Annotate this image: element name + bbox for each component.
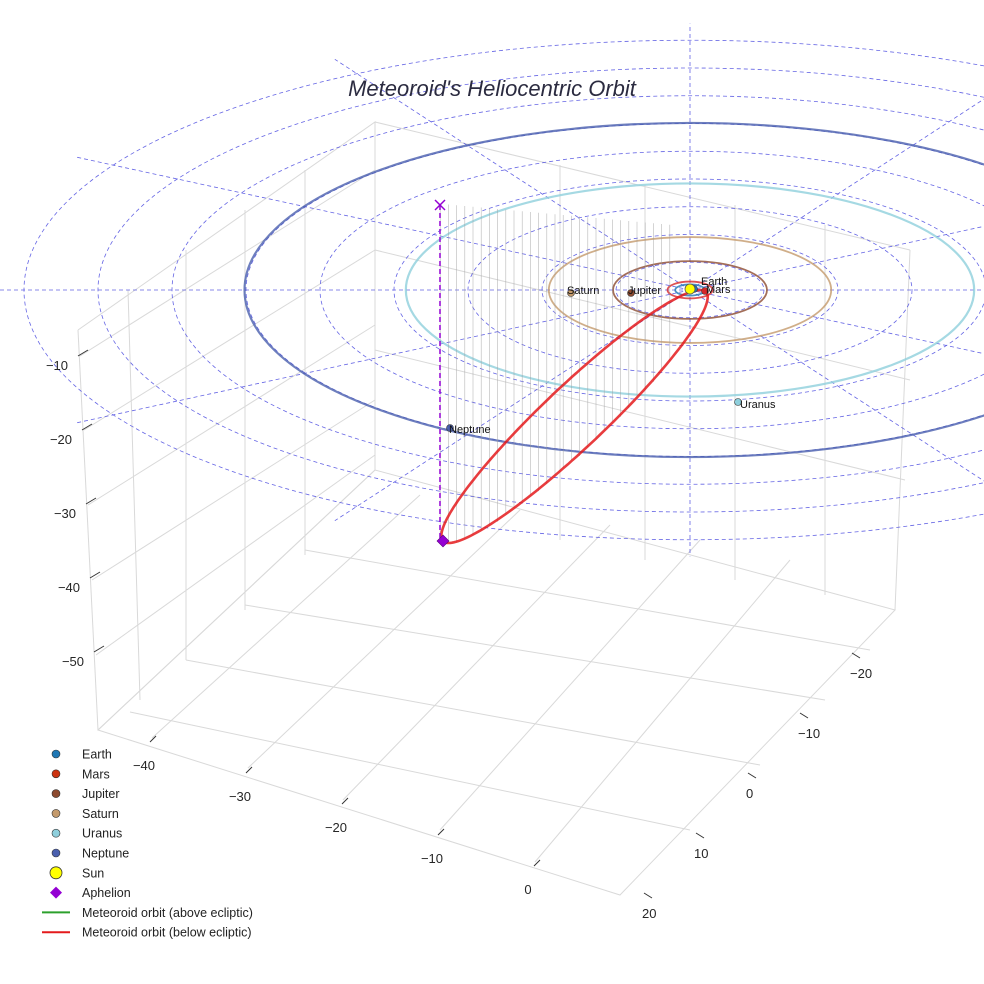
tick-mark — [89, 571, 101, 579]
planet-label-mars: Mars — [706, 284, 731, 296]
tick-label: −40 — [58, 580, 80, 595]
chart-title: Meteoroid's Heliocentric Orbit — [348, 76, 637, 101]
legend: Earth Mars Jupiter Saturn Uranus Neptune Sun Ap… — [42, 748, 253, 940]
axes-panes — [77, 121, 911, 896]
tick-label: −20 — [325, 820, 347, 835]
ecliptic-ring-25 — [319, 150, 984, 430]
tick-mark — [747, 772, 757, 779]
legend-label: Aphelion — [82, 886, 131, 900]
planet-mars — [701, 287, 709, 295]
ecliptic-radial-line — [74, 156, 691, 291]
tick-label: −40 — [133, 758, 155, 773]
tick-label: 0 — [524, 882, 531, 897]
legend-label: Mars — [82, 767, 110, 781]
planet-saturn — [567, 289, 575, 297]
legend-marker — [50, 886, 62, 899]
legend-marker — [51, 769, 61, 779]
meteoroid-drop-lines — [439, 203, 671, 543]
ecliptic-radial-line — [689, 289, 984, 355]
orbit-saturn — [547, 236, 833, 344]
legend-entry-9: Meteoroid orbit (above ecliptic) — [42, 906, 253, 920]
planet-uranus — [734, 398, 742, 406]
y-axis-ticks: −20 −10 0 10 20 — [642, 652, 872, 921]
legend-label: Uranus — [82, 827, 122, 841]
orbit-neptune — [243, 121, 984, 459]
tick-label: −20 — [850, 666, 872, 681]
tick-mark — [851, 652, 861, 659]
tick-mark — [149, 735, 157, 743]
legend-label: Earth — [82, 748, 112, 762]
legend-label: Meteoroid orbit (above ecliptic) — [82, 906, 253, 920]
tick-label: −10 — [421, 851, 443, 866]
legend-entry-3: Jupiter — [51, 787, 120, 801]
legend-label: Sun — [82, 866, 104, 880]
legend-entry-2: Mars — [51, 767, 110, 781]
aphelion-marker — [436, 534, 450, 548]
tick-mark — [799, 712, 809, 719]
tick-label: 10 — [694, 846, 708, 861]
tick-label: 0 — [746, 786, 753, 801]
legend-marker — [51, 789, 61, 798]
planet-label-jupiter: Jupiter — [628, 285, 661, 297]
tick-mark — [77, 349, 89, 357]
planet-label-saturn: Saturn — [567, 285, 599, 297]
tick-label: −30 — [54, 506, 76, 521]
planet-orbits — [243, 121, 984, 459]
ecliptic-grid — [0, 23, 984, 557]
legend-marker — [51, 828, 61, 838]
legend-marker — [49, 866, 63, 880]
legend-entry-6: Neptune — [51, 847, 129, 861]
orbit-mars — [666, 280, 714, 300]
tick-mark — [533, 859, 541, 867]
tick-mark — [81, 423, 93, 431]
legend-marker — [51, 749, 61, 759]
tick-mark — [93, 645, 105, 653]
tick-label: −20 — [50, 432, 72, 447]
legend-marker — [51, 809, 61, 818]
legend-entry-1: Earth — [51, 748, 112, 762]
x-axis-ticks: −40 −30 −20 −10 0 — [133, 735, 541, 897]
legend-entry-7: Sun — [49, 866, 104, 880]
tick-mark — [643, 892, 653, 899]
planet-label-neptune: Neptune — [449, 424, 491, 436]
ecliptic-radial-line — [689, 225, 984, 291]
tick-mark — [245, 766, 253, 774]
ecliptic-radial-line — [689, 98, 984, 291]
planet-label-earth: Earth — [701, 276, 727, 288]
ecliptic-ring-15 — [467, 206, 913, 374]
planet-label-uranus: Uranus — [740, 399, 776, 411]
legend-entry-4: Saturn — [51, 807, 119, 821]
z-axis-ticks: −10 −20 −30 −40 −50 — [46, 349, 105, 669]
tick-label: −10 — [798, 726, 820, 741]
legend-entry-8: Aphelion — [50, 886, 131, 900]
sun-marker — [684, 283, 696, 295]
planet-neptune — [446, 424, 454, 432]
legend-marker — [51, 848, 61, 858]
tick-mark — [437, 828, 445, 836]
tick-label: −30 — [229, 789, 251, 804]
tick-mark — [695, 832, 705, 839]
tick-label: −10 — [46, 358, 68, 373]
legend-label: Neptune — [82, 847, 129, 861]
legend-label: Meteoroid orbit (below ecliptic) — [82, 926, 252, 940]
ecliptic-radial-line — [334, 58, 691, 291]
legend-label: Jupiter — [82, 787, 120, 801]
legend-entry-10: Meteoroid orbit (below ecliptic) — [42, 926, 252, 940]
ecliptic-radial-line — [74, 289, 691, 424]
tick-mark — [341, 797, 349, 805]
planet-jupiter — [627, 289, 635, 297]
legend-entry-5: Uranus — [51, 827, 122, 841]
tick-mark — [85, 497, 97, 505]
aphelion-projection-x-marker — [434, 199, 446, 211]
orbit-jupiter — [612, 260, 768, 320]
orbit-uranus — [404, 182, 976, 398]
legend-label: Saturn — [82, 807, 119, 821]
ecliptic-radial-line — [689, 289, 984, 482]
tick-label: 20 — [642, 906, 656, 921]
tick-label: −50 — [62, 654, 84, 669]
